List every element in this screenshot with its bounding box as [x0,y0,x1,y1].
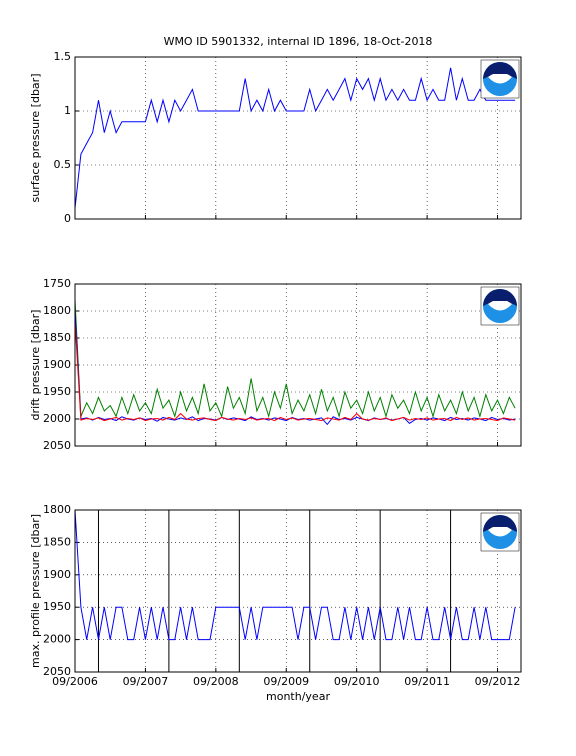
y-tick-label: 0 [64,212,71,225]
y-tick-label: 2050 [43,665,71,678]
x-tick-label: 09/2008 [193,675,239,688]
data-line [75,67,516,209]
y-tick-label: 1850 [43,331,71,344]
y-axis-label: surface pressure [dbar] [29,74,42,203]
x-tick-label: 09/2009 [263,675,309,688]
logo-head [492,66,508,74]
y-tick-label: 0.5 [54,158,72,171]
x-tick-label: 09/2007 [123,675,169,688]
y-tick-label: 2000 [43,412,71,425]
logo-head [492,519,508,527]
y-tick-label: 1850 [43,535,71,548]
y-tick-label: 1 [64,104,71,117]
y-tick-label: 1.5 [54,50,72,63]
logo-bird [488,299,512,311]
logo-bird [488,72,512,84]
y-tick-label: 2000 [43,633,71,646]
x-tick-label: 09/2010 [334,675,380,688]
y-tick-label: 1900 [43,568,71,581]
y-axis-label: drift pressure [dbar] [29,310,42,421]
noaa-logo [480,59,520,99]
logo-head [492,293,508,301]
noaa-logo [480,286,520,326]
x-tick-label: 09/2011 [404,675,450,688]
x-tick-label: 09/2006 [52,675,98,688]
data-line [75,310,516,426]
x-tick-label: 09/2012 [475,675,521,688]
y-axis-label: max. profile pressure [dbar] [29,514,42,668]
data-line [75,321,516,422]
y-tick-label: 1950 [43,600,71,613]
data-line [75,510,516,641]
y-tick-label: 1750 [43,277,71,290]
plot-frame [74,283,522,447]
plot-frame [74,509,522,673]
logo-bird [488,525,512,537]
data-line [75,300,516,419]
y-tick-label: 1800 [43,304,71,317]
y-tick-label: 1900 [43,358,71,371]
noaa-logo [480,512,520,552]
plot-frame [74,56,522,220]
chart-title: WMO ID 5901332, internal ID 1896, 18-Oct… [164,35,433,48]
y-tick-label: 1950 [43,385,71,398]
y-tick-label: 1800 [43,503,71,516]
x-axis-label: month/year [266,690,330,703]
y-tick-label: 2050 [43,439,71,452]
